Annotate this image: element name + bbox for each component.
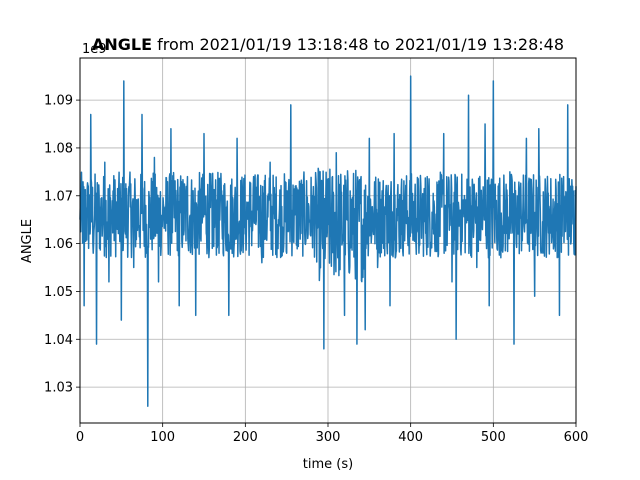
y-tick-label: 1.09 xyxy=(44,94,73,109)
x-tick-label: 400 xyxy=(398,430,423,445)
y-axis-label: ANGLE xyxy=(20,219,35,263)
y-tick-label: 1.08 xyxy=(44,141,73,156)
y-axis-ticks: 1.03 1.04 1.05 1.06 1.07 1.08 1.09 xyxy=(44,94,80,396)
x-axis-ticks: 0 100 200 300 400 500 600 xyxy=(76,423,589,445)
series-line-angle xyxy=(79,75,577,408)
series-layer xyxy=(79,75,577,408)
x-tick-label: 600 xyxy=(564,430,589,445)
y-offset-label: 1e9 xyxy=(82,42,107,57)
x-tick-label: 300 xyxy=(316,430,341,445)
x-tick-label: 200 xyxy=(233,430,258,445)
chart-title-rest: from 2021/01/19 13:18:48 to 2021/01/19 1… xyxy=(152,35,564,54)
x-axis-label: time (s) xyxy=(303,457,353,472)
y-tick-label: 1.04 xyxy=(44,333,73,348)
x-tick-label: 500 xyxy=(481,430,506,445)
y-tick-label: 1.03 xyxy=(44,381,73,396)
chart-title-bold: ANGLE xyxy=(92,35,152,54)
y-tick-label: 1.07 xyxy=(44,189,73,204)
x-tick-label: 0 xyxy=(76,430,84,445)
chart-title: ANGLE from 2021/01/19 13:18:48 to 2021/0… xyxy=(92,35,564,54)
y-tick-label: 1.06 xyxy=(44,237,73,252)
y-tick-label: 1.05 xyxy=(44,285,73,300)
x-tick-label: 100 xyxy=(150,430,175,445)
